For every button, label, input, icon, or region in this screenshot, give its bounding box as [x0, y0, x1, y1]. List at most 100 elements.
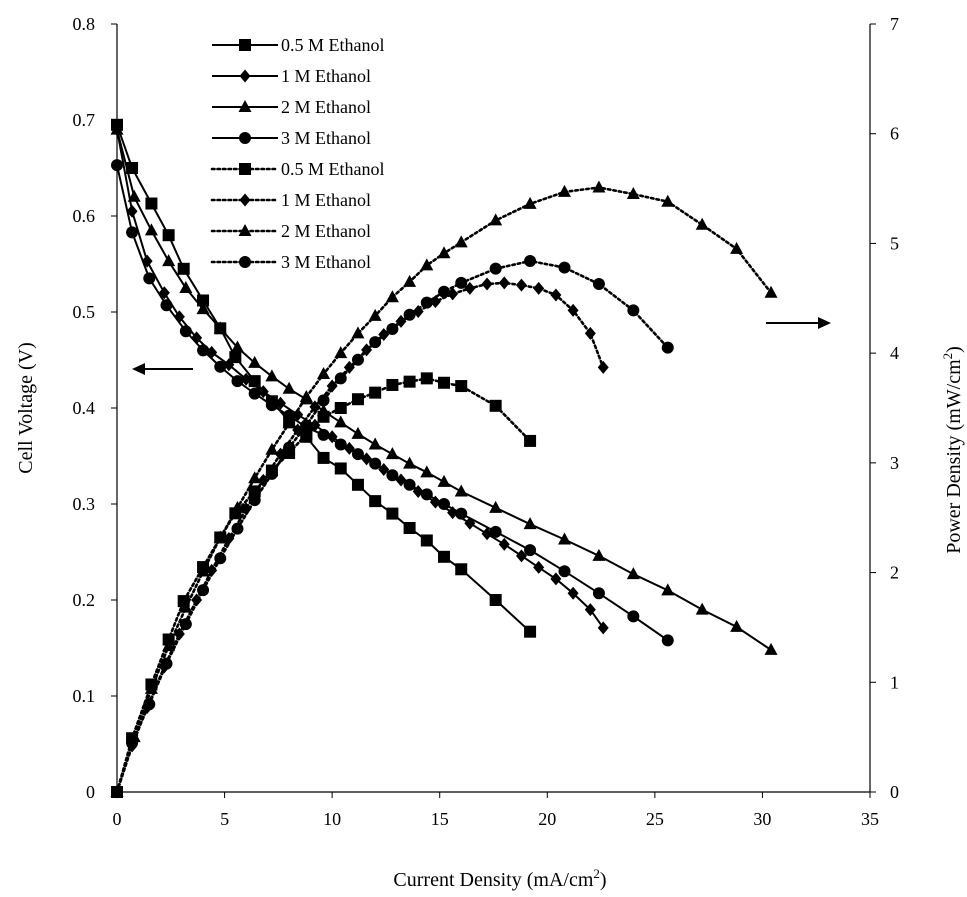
data-point: [179, 618, 192, 631]
data-point: [403, 274, 417, 287]
legend-marker: [239, 132, 251, 144]
data-point: [481, 277, 493, 291]
data-point: [334, 346, 348, 359]
arrows-layer: [132, 317, 831, 375]
data-point: [160, 657, 173, 670]
data-point: [126, 162, 139, 174]
data-point: [351, 448, 364, 461]
data-point: [597, 621, 609, 635]
legend-item: 1 M Ethanol: [212, 66, 371, 86]
data-point: [351, 478, 364, 491]
series-line: [116, 129, 772, 651]
data-point: [299, 390, 313, 403]
legend-item: 3 M Ethanol: [210, 252, 371, 272]
data-point: [317, 366, 331, 379]
data-point: [351, 353, 364, 366]
data-point: [283, 441, 296, 454]
data-point: [455, 380, 468, 393]
data-point: [231, 375, 244, 388]
x-tick-label: 5: [220, 809, 229, 829]
series-layer: [110, 118, 778, 799]
data-point: [326, 430, 338, 444]
data-point: [437, 246, 451, 259]
data-point: [206, 563, 218, 577]
y-right-tick-label: 4: [890, 343, 899, 363]
y-left-tick-label: 0.1: [73, 686, 96, 706]
data-point: [248, 375, 261, 388]
y-axis-right-label: Power Density (mW/cm2): [940, 346, 965, 554]
series-line: [115, 186, 773, 794]
data-point: [265, 399, 278, 412]
data-point: [126, 226, 139, 239]
data-point: [730, 619, 744, 632]
data-point: [567, 586, 579, 600]
data-point: [455, 563, 468, 576]
data-point: [368, 308, 382, 321]
data-point: [196, 564, 210, 577]
data-point: [557, 532, 571, 545]
data-point: [162, 639, 176, 652]
data-point: [292, 408, 304, 422]
legend-marker: [239, 193, 251, 207]
data-point: [550, 288, 562, 302]
legend-item: 3 M Ethanol: [212, 128, 371, 148]
legend-label: 2 M Ethanol: [281, 221, 371, 241]
data-point: [177, 262, 190, 275]
data-point: [533, 281, 545, 295]
data-point: [127, 189, 141, 202]
data-point: [317, 394, 330, 407]
data-point: [111, 159, 123, 172]
legend-label: 2 M Ethanol: [281, 97, 371, 117]
data-point: [438, 498, 451, 510]
x-tick-label: 10: [323, 809, 341, 829]
series-left-triangle: [110, 122, 778, 655]
data-point: [695, 217, 709, 230]
data-point: [584, 603, 596, 617]
data-point: [257, 385, 269, 399]
axes-layer: 0 5 10 15 20 25 30 3500.10.20.30.40.50.60.70.80…: [73, 14, 900, 829]
data-point: [403, 375, 416, 388]
data-point: [334, 415, 348, 428]
data-point: [627, 304, 640, 317]
data-point: [592, 180, 606, 193]
data-point: [145, 197, 158, 210]
x-tick-label: 0: [113, 809, 122, 829]
y-right-tick-label: 5: [890, 233, 899, 253]
data-point: [197, 584, 210, 597]
data-point: [223, 358, 235, 372]
legend-item: 0.5 M Ethanol: [212, 35, 385, 55]
data-point: [213, 321, 227, 334]
legend-item: 1 M Ethanol: [210, 190, 371, 210]
data-point: [695, 602, 709, 615]
data-point: [265, 442, 279, 455]
data-point: [661, 583, 675, 596]
legend-marker: [238, 100, 252, 112]
data-point: [498, 537, 510, 551]
data-point: [403, 478, 416, 491]
legend-marker: [239, 256, 251, 268]
data-point: [567, 303, 579, 317]
y-left-tick-label: 0.8: [73, 14, 96, 34]
legend-marker: [239, 69, 251, 83]
data-point: [334, 462, 347, 475]
data-point: [592, 278, 605, 291]
data-point: [110, 122, 124, 135]
data-point: [489, 213, 503, 226]
legend-marker: [239, 39, 251, 51]
data-point: [386, 507, 399, 520]
data-point: [524, 434, 537, 447]
data-point: [558, 261, 571, 274]
data-point: [386, 323, 399, 336]
y-right-tick-label: 7: [890, 14, 899, 34]
series-right-circle: [111, 254, 674, 798]
data-point: [317, 410, 330, 423]
data-point: [369, 386, 382, 399]
data-point: [455, 276, 468, 289]
y-right-tick-label: 6: [890, 124, 899, 144]
legend-item: 0.5 M Ethanol: [210, 159, 385, 179]
data-point: [437, 474, 451, 487]
data-point: [524, 254, 537, 267]
data-point: [489, 399, 502, 412]
legend-label: 1 M Ethanol: [281, 66, 371, 86]
